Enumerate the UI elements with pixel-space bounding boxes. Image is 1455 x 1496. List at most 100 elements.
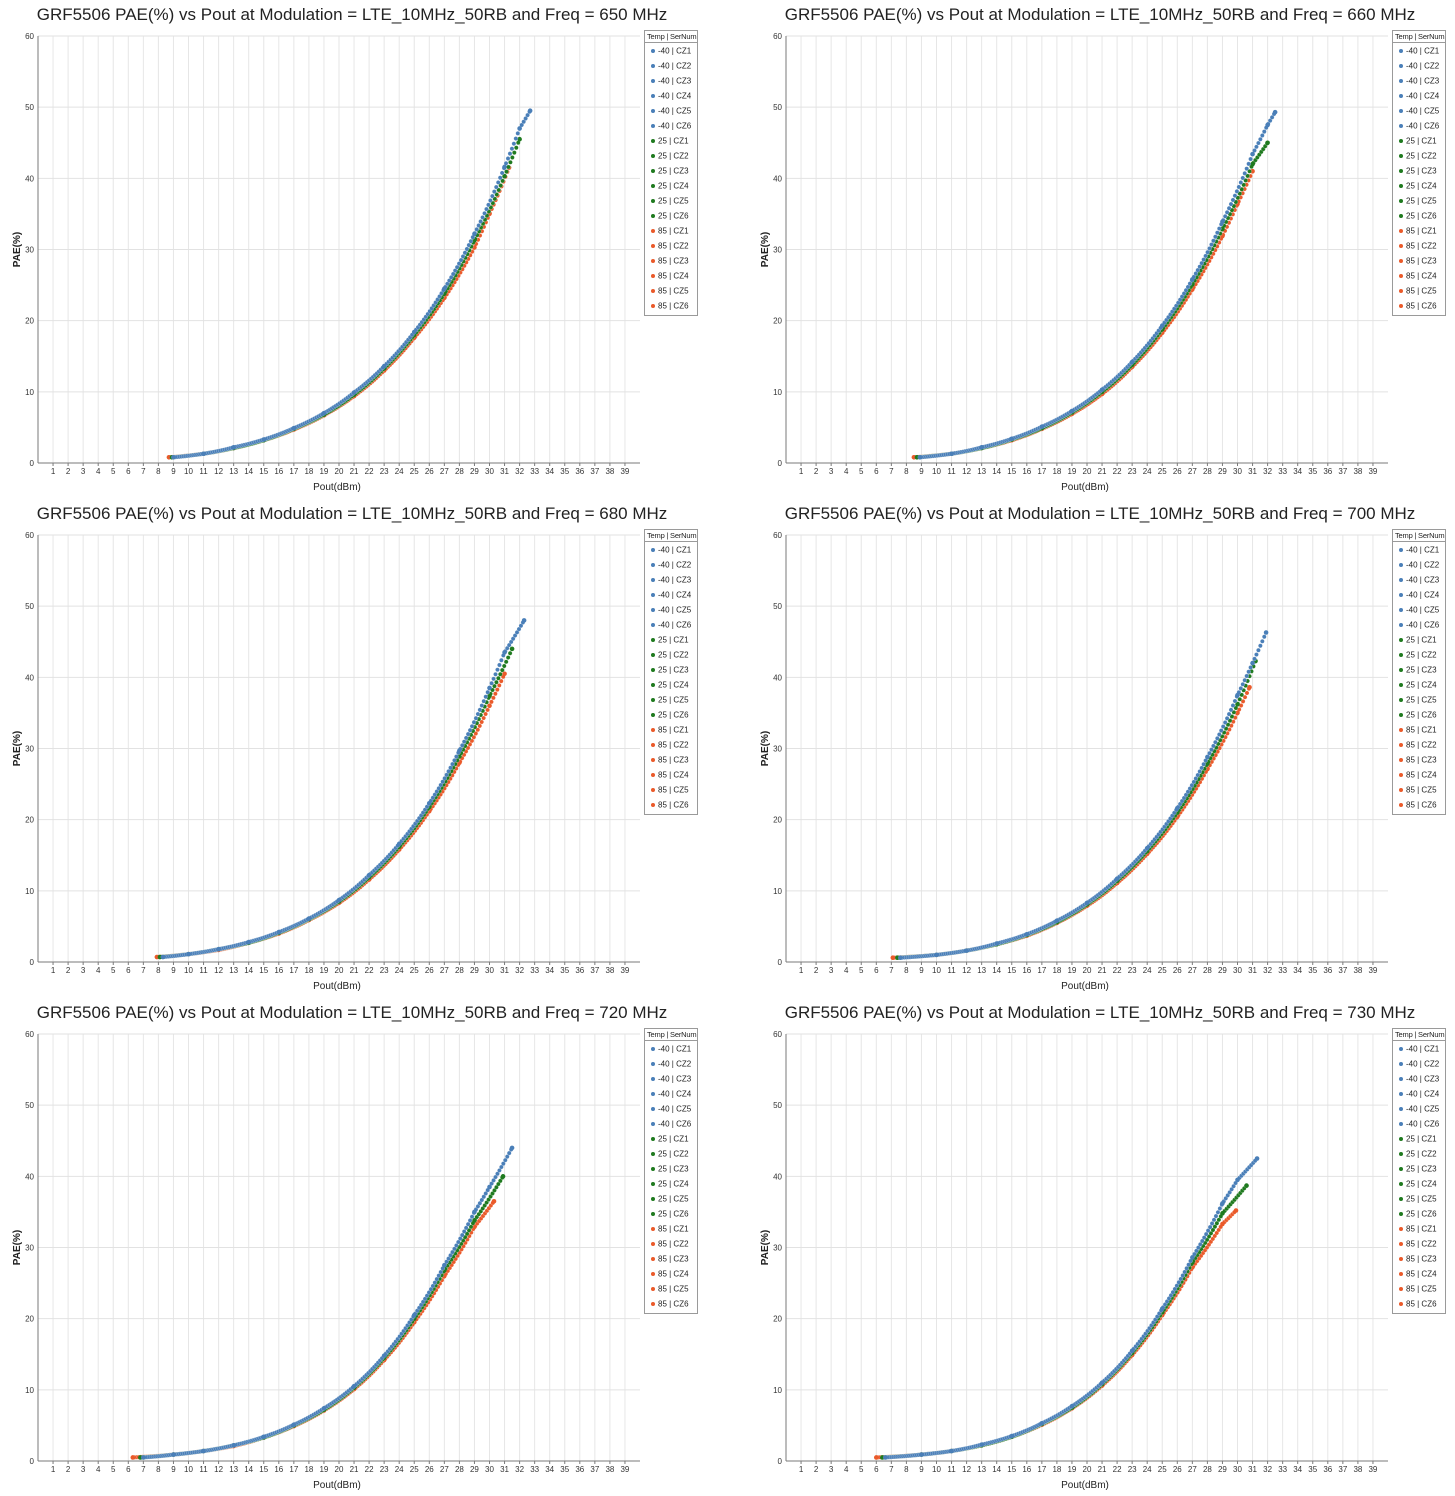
legend-label: 85 | CZ5 <box>658 1284 689 1294</box>
data-point <box>485 689 490 695</box>
data-point <box>468 1224 474 1230</box>
legend-item: 25 | CZ3 <box>1393 662 1445 677</box>
x-tick-label: 12 <box>962 1465 971 1474</box>
data-point <box>497 662 502 668</box>
data-point <box>1228 707 1234 713</box>
data-point <box>1193 776 1199 781</box>
y-tick-label: 60 <box>25 531 34 540</box>
data-point <box>1209 242 1214 247</box>
data-point <box>1250 660 1255 666</box>
data-point <box>452 268 458 273</box>
data-point <box>1207 246 1212 251</box>
data-point <box>1201 1235 1207 1240</box>
data-point <box>1222 214 1228 219</box>
x-tick-label: 35 <box>560 966 569 975</box>
legend-item: 25 | CZ2 <box>645 148 697 163</box>
x-tick-label: 17 <box>1037 467 1046 476</box>
legend-item: 25 | CZ3 <box>1393 1161 1445 1176</box>
legend-marker-icon <box>1399 637 1403 642</box>
data-point <box>481 715 486 721</box>
legend-item: -40 | CZ3 <box>645 572 697 587</box>
x-tick-label: 30 <box>1233 1465 1242 1474</box>
x-tick-label: 4 <box>844 1465 849 1474</box>
x-axis-label: Pout(dBm) <box>313 1480 361 1491</box>
legend-label: 25 | CZ3 <box>658 166 689 176</box>
y-tick-label: 10 <box>773 887 782 896</box>
data-point <box>1235 1177 1240 1183</box>
data-point <box>483 694 489 700</box>
x-tick-label: 33 <box>530 1465 539 1474</box>
legend-marker-icon <box>1399 1196 1403 1201</box>
data-point <box>1209 1221 1215 1226</box>
data-point <box>527 108 533 114</box>
y-axis-label: PAE(%) <box>760 232 771 267</box>
data-point <box>1238 180 1244 185</box>
y-tick-label: 10 <box>25 1386 34 1395</box>
legend-item: 25 | CZ1 <box>1393 1131 1445 1146</box>
x-tick-label: 19 <box>319 966 328 975</box>
data-point <box>505 156 511 161</box>
x-tick-label: 17 <box>1037 1465 1046 1474</box>
data-point <box>477 707 483 713</box>
x-tick-label: 34 <box>1293 1465 1302 1474</box>
x-tick-label: 38 <box>605 1465 614 1474</box>
data-point <box>506 1150 512 1156</box>
legend-marker-icon <box>1399 652 1403 657</box>
data-point <box>461 739 467 744</box>
data-point <box>456 261 462 266</box>
scatter-plot: 1 2 3 4 5 6 7 8 9 10 11 12 13 14 15 16 17 18 19 20 21 22 23 24 2… <box>12 504 667 992</box>
x-tick-label: 31 <box>1248 966 1257 975</box>
legend-item: -40 | CZ6 <box>645 118 697 133</box>
legend-label: 85 | CZ1 <box>1406 1224 1437 1234</box>
data-point <box>485 707 490 713</box>
x-tick-label: 13 <box>229 1465 238 1474</box>
data-point <box>1199 1238 1205 1244</box>
data-point <box>1199 260 1204 266</box>
data-point <box>366 872 372 878</box>
x-tick-label: 25 <box>410 1465 419 1474</box>
legend-item: 85 | CZ6 <box>645 1296 697 1311</box>
x-tick-label: 39 <box>620 467 629 476</box>
data-point <box>201 1448 206 1454</box>
data-point <box>475 711 481 717</box>
data-point <box>1039 424 1045 430</box>
legend-item: 85 | CZ4 <box>645 268 697 283</box>
x-tick-label: 24 <box>395 467 404 476</box>
x-tick-label: 27 <box>1188 1465 1197 1474</box>
x-tick-label: 1 <box>51 1465 56 1474</box>
data-point <box>489 699 494 705</box>
legend-marker-icon <box>651 727 655 732</box>
x-tick-label: 21 <box>1098 1465 1107 1474</box>
legend-marker-icon <box>1399 1166 1403 1171</box>
legend-marker-icon <box>1399 607 1403 612</box>
legend-item: 85 | CZ4 <box>645 767 697 782</box>
legend-item: 85 | CZ5 <box>645 1281 697 1296</box>
data-point <box>496 683 502 688</box>
data-point <box>1245 173 1250 179</box>
x-tick-label: 36 <box>1323 966 1332 975</box>
legend-marker-icon <box>651 1121 655 1126</box>
legend-marker-icon <box>1399 1061 1403 1066</box>
x-tick-label: 15 <box>1007 467 1016 476</box>
x-tick-label: 27 <box>440 966 449 975</box>
data-point <box>501 663 507 669</box>
data-point <box>487 703 492 709</box>
legend-marker-icon <box>1399 1151 1403 1156</box>
data-point <box>446 769 451 774</box>
legend-item: 85 | CZ2 <box>645 737 697 752</box>
data-point <box>1254 144 1259 150</box>
data-point <box>246 939 251 945</box>
x-tick-label: 4 <box>844 966 849 975</box>
x-tick-label: 34 <box>545 966 554 975</box>
legend-marker-icon <box>1399 1046 1403 1051</box>
data-point <box>463 1225 469 1231</box>
data-point <box>488 198 493 203</box>
x-tick-label: 28 <box>455 1465 464 1474</box>
x-tick-label: 7 <box>889 467 894 476</box>
legend-marker-icon <box>651 1211 655 1216</box>
x-tick-label: 4 <box>844 467 849 476</box>
data-point <box>521 618 527 623</box>
y-axis-label: PAE(%) <box>12 1230 23 1265</box>
data-point <box>1247 169 1252 174</box>
data-point <box>396 841 402 847</box>
